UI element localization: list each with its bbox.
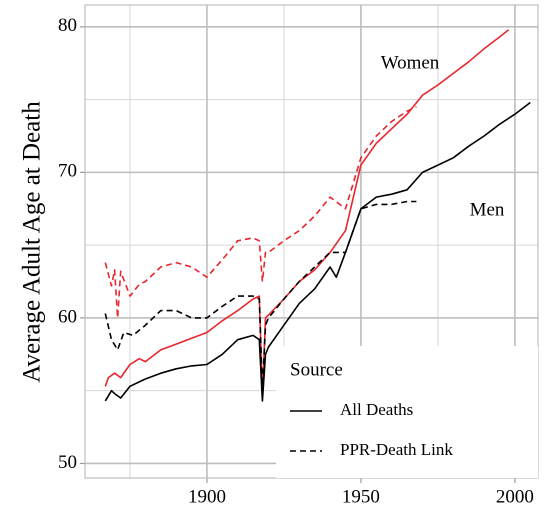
data-line [104,106,417,319]
x-tick-label: 1950 [342,486,380,507]
legend-label: PPR-Death Link [340,440,453,459]
data-line [104,101,531,402]
legend-background [276,346,538,478]
y-tick-label: 60 [58,306,77,327]
x-tick-label: 1900 [188,486,226,507]
annotation: Women [381,52,440,73]
annotation: Men [470,199,505,220]
y-axis-label: Average Adult Age at Death [19,101,46,383]
legend-title: Source [290,359,343,380]
y-tick-label: 80 [58,15,77,36]
x-tick-label: 2000 [496,486,534,507]
data-line [104,29,510,399]
legend: Source All Deaths PPR-Death Link [276,346,538,478]
legend-label: All Deaths [340,400,413,419]
y-tick-label: 50 [58,452,77,473]
y-tick-label: 70 [58,161,77,182]
data-line [104,200,417,392]
